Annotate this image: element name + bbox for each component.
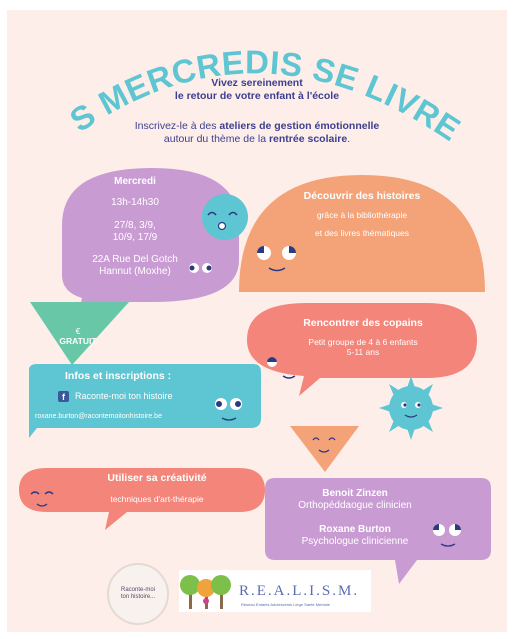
intro-line-3: Inscrivez-le à des ateliers de gestion é… bbox=[134, 120, 380, 132]
schedule-bubble bbox=[62, 168, 239, 320]
orange-face-icon bbox=[257, 246, 296, 272]
intro-line-4: autour du thème de la rentrée scolaire. bbox=[163, 133, 351, 145]
discover-line-2: et des livres thématiques bbox=[314, 228, 410, 238]
schedule-time: 13h-14h30 bbox=[111, 197, 159, 208]
raconte-logo: Raconte-moi ton histoire... bbox=[107, 563, 169, 625]
contact-text: Infos et inscriptions : f Raconte-moi to… bbox=[35, 370, 245, 423]
team-name-1: Benoit Zinzen bbox=[322, 488, 388, 499]
schedule-day: Mercredi bbox=[114, 176, 156, 187]
team-role-1: Orthopéddaogue clinicien bbox=[298, 500, 412, 511]
contact-email[interactable]: roxane.burton@racontemoitonhistoire.be bbox=[35, 413, 162, 420]
friends-text: Rencontrer des copains Petit groupe de 4… bbox=[265, 317, 461, 357]
intro-line-1: Vivez sereinement bbox=[211, 77, 303, 89]
discover-line-1: grâce à la bibliothérapie bbox=[316, 210, 408, 220]
team-text: Benoit Zinzen Orthopéddaogue clinicien R… bbox=[275, 488, 435, 548]
team-bubble bbox=[265, 478, 491, 584]
friends-line-1: Petit groupe de 4 à 6 enfants bbox=[308, 337, 418, 347]
friends-bubble bbox=[247, 303, 477, 396]
realism-logo: R.E.A.L.I.S.M. Réseau Enfants Adolescent… bbox=[179, 570, 371, 612]
team-role-2: Psychologue clinicienne bbox=[301, 536, 409, 547]
gratuit-badge-shape bbox=[30, 302, 129, 365]
creativity-face-icon bbox=[30, 491, 54, 507]
contact-title: Infos et inscriptions : bbox=[65, 370, 172, 382]
schedule-dates-2: 10/9, 17/9 bbox=[112, 232, 158, 243]
schedule-address-1: 22A Rue Del Gotch bbox=[92, 254, 178, 265]
friends-line-2: 5-11 ans bbox=[346, 347, 380, 357]
triangle-shape bbox=[290, 426, 359, 472]
team-face-icon bbox=[433, 524, 461, 547]
gratuit-label: GRATUIT bbox=[59, 336, 97, 346]
realism-title: R.E.A.L.I.S.M. bbox=[239, 582, 360, 599]
contact-bubble bbox=[29, 364, 261, 438]
purple-face-icon bbox=[189, 263, 212, 273]
intro-heading: Vivez sereinement le retour de votre enf… bbox=[7, 77, 507, 103]
sun-icon bbox=[379, 376, 443, 440]
realism-subtitle: Réseau Enfants Adolescents Liège Santé M… bbox=[241, 602, 330, 607]
intro-body: Inscrivez-le à des ateliers de gestion é… bbox=[7, 120, 507, 146]
schedule-dates-1: 27/8, 3/9, bbox=[114, 220, 156, 231]
facebook-label: Raconte-moi ton histoire bbox=[75, 391, 173, 401]
creativity-bubble bbox=[19, 468, 265, 530]
trees-icon bbox=[180, 575, 231, 609]
coral-face-icon bbox=[267, 357, 296, 379]
intro-line-2: le retour de votre enfant à l'école bbox=[174, 90, 340, 102]
schedule-text: Mercredi 13h-14h30 27/8, 3/9, 10/9, 17/9… bbox=[65, 176, 205, 278]
team-name-2: Roxane Burton bbox=[319, 524, 391, 535]
turquoise-face-circle bbox=[202, 194, 248, 240]
creativity-title: Utiliser sa créativité bbox=[107, 472, 207, 484]
triangle-face-icon bbox=[312, 437, 336, 453]
gratuit-badge: € GRATUIT bbox=[43, 326, 113, 346]
discover-text: Découvrir des histoires grâce à la bibli… bbox=[277, 190, 447, 239]
discover-bubble bbox=[239, 175, 485, 292]
decor-shapes bbox=[19, 168, 491, 584]
friends-title: Rencontrer des copains bbox=[303, 317, 423, 329]
contact-face-icon bbox=[215, 398, 242, 421]
creativity-line-1: techniques d'art-thérapie bbox=[110, 494, 204, 504]
facebook-link[interactable]: f Raconte-moi ton histoire bbox=[35, 390, 245, 402]
discover-title: Découvrir des histoires bbox=[303, 190, 421, 202]
poster: LES MERCREDIS SE LIVRENT Vivez sereineme… bbox=[7, 10, 507, 632]
creativity-text: Utiliser sa créativité techniques d'art-… bbox=[67, 472, 247, 505]
schedule-address-2: Hannut (Moxhe) bbox=[99, 266, 171, 277]
title-arc: LES MERCREDIS SE LIVRENT bbox=[7, 10, 467, 148]
facebook-icon: f bbox=[58, 390, 69, 402]
turquoise-face-icon bbox=[207, 211, 238, 216]
euro-symbol: € bbox=[75, 326, 81, 336]
